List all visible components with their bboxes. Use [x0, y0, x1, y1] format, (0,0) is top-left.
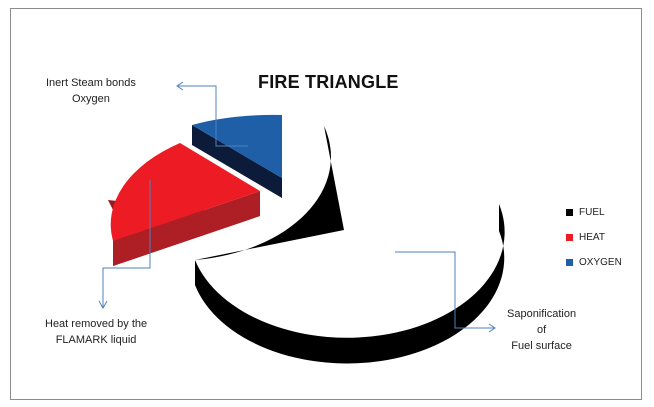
legend-swatch-heat [566, 234, 573, 241]
pie-slice-fuel [195, 126, 344, 260]
leader-line-heat [102, 180, 151, 307]
legend: FUEL HEAT OXYGEN [566, 200, 622, 275]
leader-lines [98, 81, 496, 333]
legend-label-fuel: FUEL [579, 207, 605, 218]
pie-slice-heat [110, 143, 260, 241]
arrow-oxygen-icon [176, 81, 184, 91]
annotation-oxygen-line-2: Oxygen [71, 93, 110, 105]
legend-item-oxygen: OXYGEN [566, 250, 622, 275]
annotation-fuel-line-2: of [536, 324, 547, 336]
annotation-oxygen: Inert Steam bonds Oxygen [46, 75, 136, 107]
annotation-fuel: Saponification of Fuel surface [507, 306, 576, 354]
annotation-heat-line-1: Heat removed by the [45, 318, 148, 330]
legend-swatch-fuel [566, 209, 573, 216]
pie-slice-fuel-side [195, 204, 505, 364]
annotation-fuel-line-3: Fuel surface [511, 340, 572, 352]
arrow-fuel-icon [488, 323, 496, 333]
legend-item-fuel: FUEL [566, 200, 622, 225]
annotation-heat: Heat removed by the FLAMARK liquid [45, 316, 147, 348]
legend-swatch-oxygen [566, 259, 573, 266]
legend-label-heat: HEAT [579, 232, 605, 243]
leader-line-oxygen [178, 85, 248, 147]
annotation-oxygen-line-1: Inert Steam bonds [46, 77, 136, 89]
legend-item-heat: HEAT [566, 225, 622, 250]
arrow-heat-icon [98, 300, 108, 310]
leader-line-fuel [395, 251, 494, 329]
annotation-heat-line-2: FLAMARK liquid [55, 334, 137, 346]
pie-slice-oxygen-side [192, 125, 282, 198]
annotation-fuel-line-1: Saponification [507, 308, 577, 320]
legend-label-oxygen: OXYGEN [579, 257, 622, 268]
chart-title: FIRE TRIANGLE [258, 72, 399, 92]
